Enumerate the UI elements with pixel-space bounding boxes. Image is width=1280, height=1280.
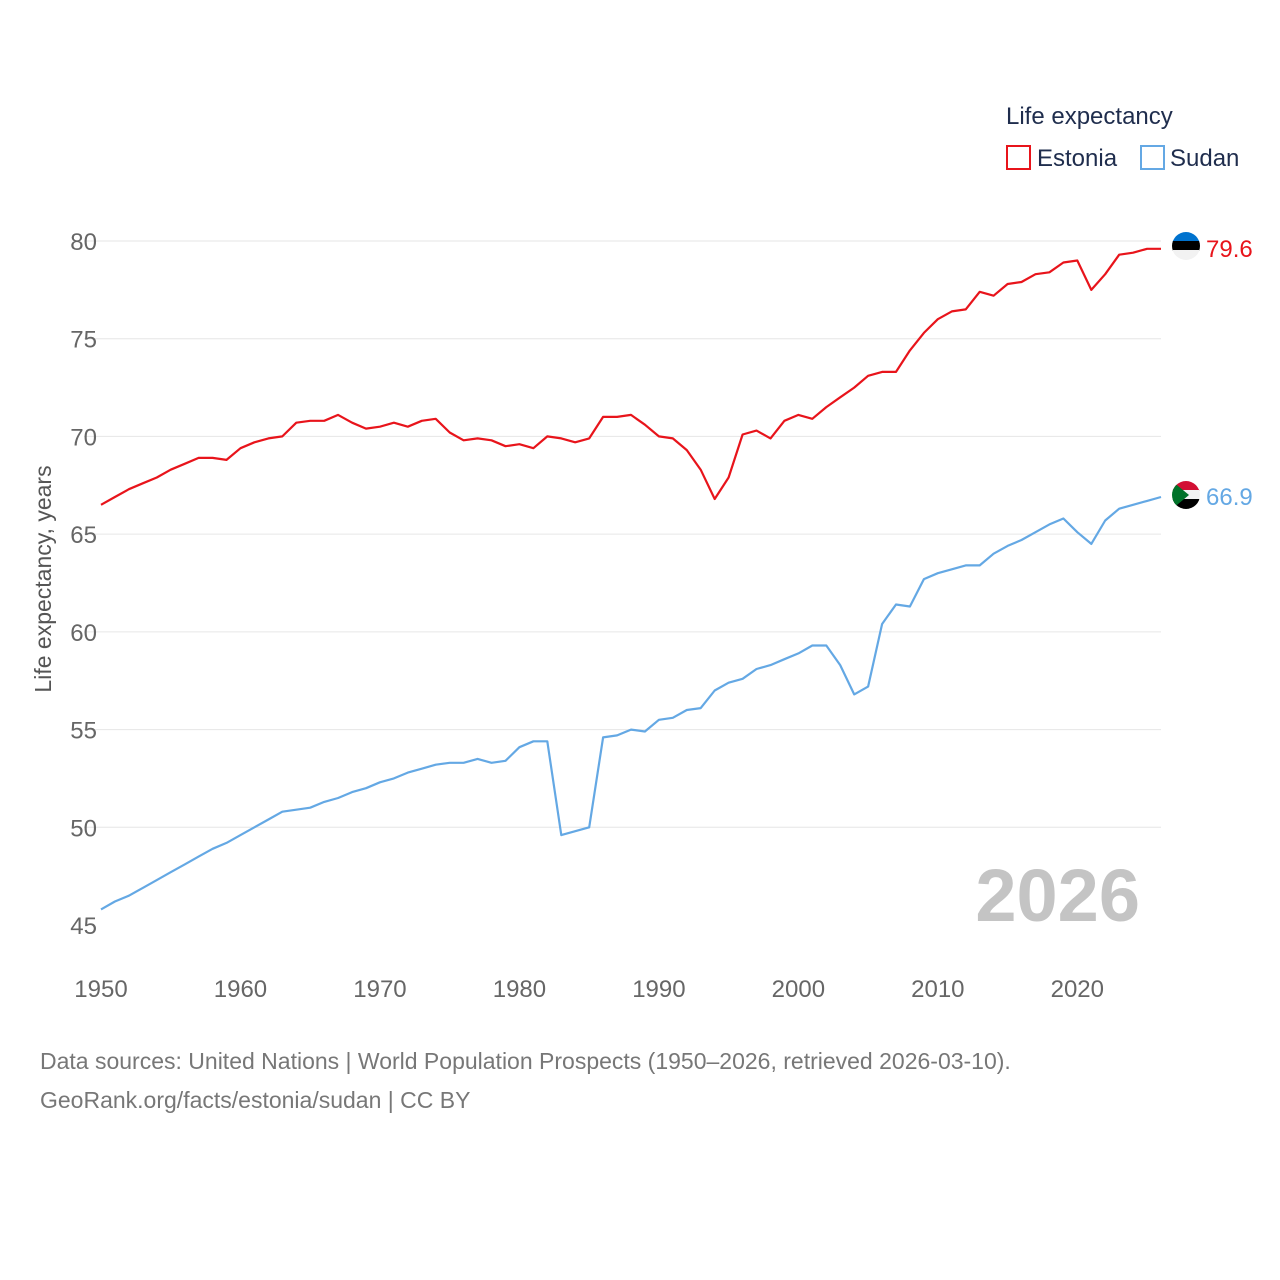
x-tick-label: 1970 <box>353 976 406 1003</box>
legend-title: Life expectancy <box>1006 103 1173 130</box>
x-tick-label: 2020 <box>1051 976 1104 1003</box>
legend-label-estonia[interactable]: Estonia <box>1037 145 1118 172</box>
y-tick-label: 70 <box>70 424 97 451</box>
y-tick-label: 50 <box>70 815 97 842</box>
legend: Life expectancy Estonia Sudan <box>1006 103 1239 172</box>
y-axis-title: Life expectancy, years <box>30 465 56 692</box>
credit-line[interactable]: GeoRank.org/facts/estonia/sudan | CC BY <box>40 1087 471 1113</box>
legend-label-sudan[interactable]: Sudan <box>1170 145 1239 172</box>
x-axis-ticks: 1950 1960 1970 1980 1990 2000 2010 2020 <box>74 976 1104 1003</box>
series-lines <box>100 247 1162 911</box>
y-tick-label: 55 <box>70 718 97 745</box>
y-tick-label: 75 <box>70 327 97 354</box>
y-tick-label: 60 <box>70 620 97 647</box>
x-tick-label: 2010 <box>911 976 964 1003</box>
series-line-estonia[interactable] <box>100 247 1161 506</box>
legend-swatch-estonia <box>1006 145 1031 170</box>
x-tick-label: 1960 <box>214 976 267 1003</box>
sudan-flag-icon <box>1172 481 1200 509</box>
source-footer: Data sources: United Nations | World Pop… <box>40 1042 1260 1120</box>
x-tick-label: 2000 <box>772 976 825 1003</box>
x-tick-label: 1950 <box>74 976 127 1003</box>
y-tick-label: 65 <box>70 522 97 549</box>
legend-swatch-sudan <box>1140 145 1165 170</box>
end-label-estonia: 79.6 <box>1206 236 1253 263</box>
gridlines <box>84 240 1161 828</box>
x-tick-label: 1990 <box>632 976 685 1003</box>
y-axis-ticks: 45 50 55 60 65 70 75 80 <box>70 229 97 940</box>
source-line: Data sources: United Nations | World Pop… <box>40 1048 1011 1074</box>
series-line-sudan[interactable] <box>100 495 1162 911</box>
end-label-sudan: 66.9 <box>1206 484 1253 511</box>
y-tick-label: 80 <box>70 229 97 256</box>
x-tick-label: 1980 <box>493 976 546 1003</box>
estonia-flag-icon <box>1172 232 1200 260</box>
y-tick-label: 45 <box>70 913 97 940</box>
year-watermark: 2026 <box>975 854 1140 937</box>
